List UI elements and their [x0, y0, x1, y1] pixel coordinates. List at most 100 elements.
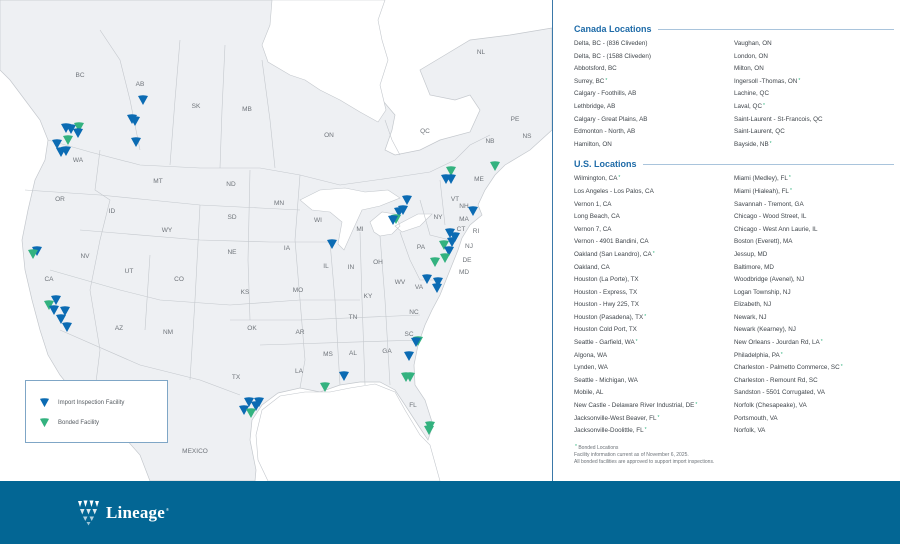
import-facility-marker-icon[interactable] — [444, 246, 454, 256]
section-divider — [657, 28, 894, 30]
import-facility-marker-icon[interactable] — [62, 322, 72, 332]
location-item: Chicago - Wood Street, IL — [734, 213, 807, 221]
import-facility-marker-icon[interactable] — [138, 95, 148, 105]
footer-bar: Lineage ® — [0, 481, 900, 544]
location-item: Edmonton - North, AB — [574, 128, 636, 136]
import-facility-marker-icon[interactable] — [251, 401, 261, 411]
bonded-facility-marker-icon[interactable] — [44, 300, 54, 310]
bonded-facility-marker-icon[interactable] — [246, 408, 256, 418]
bonded-facility-marker-icon[interactable] — [28, 249, 38, 259]
import-facility-marker-icon[interactable] — [339, 371, 349, 381]
import-facility-marker-icon[interactable] — [422, 274, 432, 284]
bonded-facility-marker-icon[interactable] — [424, 425, 434, 435]
bonded-facility-marker-icon[interactable] — [430, 257, 440, 267]
region-label: ID — [109, 208, 116, 215]
region-label: MN — [274, 200, 284, 207]
region-label: MD — [459, 269, 469, 276]
import-facility-marker-icon[interactable] — [66, 124, 76, 134]
canada-column-1: Delta, BC - (836 Cliveden) Delta, BC - (1… — [574, 38, 734, 151]
import-facility-marker-icon[interactable] — [404, 351, 414, 361]
bonded-facility-marker-icon[interactable] — [446, 166, 456, 176]
import-facility-marker-icon[interactable] — [131, 137, 141, 147]
legend-label-import: Import Inspection Facility — [58, 400, 125, 406]
region-label: AZ — [115, 325, 123, 332]
region-label: UT — [125, 268, 134, 275]
import-facility-marker-icon[interactable] — [411, 337, 421, 347]
bonded-facility-marker-icon[interactable] — [440, 253, 450, 263]
bonded-facility-marker-icon[interactable] — [74, 122, 84, 132]
region-label: OK — [247, 325, 257, 332]
facility-map: BC AB SK MB ON QC NL PE NS NB WA MT ND MN ME OR ID SD WI VT… — [0, 0, 552, 481]
section-divider — [642, 163, 894, 165]
import-facility-marker-icon[interactable] — [327, 239, 337, 249]
region-label: NL — [477, 49, 486, 56]
bonded-facility-marker-icon[interactable] — [439, 240, 449, 250]
locations-panel: Canada Locations Delta, BC - (836 Clived… — [574, 22, 894, 438]
bonded-asterisk: * — [605, 77, 608, 84]
bonded-facility-marker-icon[interactable] — [405, 372, 415, 382]
location-item: Calgary - Great Plains, AB — [574, 115, 648, 123]
us-column-2: Miami (Medley), FL* Miami (Hialeah), FL* S… — [734, 173, 894, 437]
import-facility-marker-icon[interactable] — [450, 232, 460, 242]
region-label: SC — [404, 331, 413, 338]
import-facility-marker-icon[interactable] — [52, 139, 62, 149]
location-item: Jacksonville-West Beaver, FL* — [574, 414, 660, 422]
location-item: Milton, ON — [734, 65, 764, 73]
location-item: Savannah - Tremont, GA — [734, 200, 804, 208]
region-label: PE — [511, 116, 520, 123]
location-item: Vernon 1, CA — [574, 200, 612, 208]
import-facility-marker-icon[interactable] — [388, 215, 398, 225]
import-facility-marker-icon[interactable] — [433, 277, 443, 287]
import-facility-marker-icon[interactable] — [402, 195, 412, 205]
region-label: NE — [227, 249, 237, 256]
import-facility-marker-icon[interactable] — [468, 206, 478, 216]
panel-divider — [552, 0, 553, 481]
location-item: Elizabeth, NJ — [734, 301, 772, 309]
registered-mark: ® — [166, 507, 169, 512]
import-facility-marker-icon[interactable] — [445, 228, 455, 238]
import-facility-marker-icon[interactable] — [244, 397, 254, 407]
region-label: OR — [55, 196, 65, 203]
import-facility-marker-icon[interactable] — [446, 174, 456, 184]
location-item: Saint-Laurent, QC — [734, 128, 785, 136]
import-facility-marker-icon[interactable] — [73, 128, 83, 138]
bonded-facility-marker-icon[interactable] — [320, 382, 330, 392]
region-label: MA — [459, 216, 469, 223]
import-facility-marker-icon[interactable] — [394, 207, 404, 217]
location-item: Bayside, NB* — [734, 140, 772, 148]
location-item: Lachine, QC — [734, 90, 770, 98]
bonded-asterisk: * — [644, 313, 647, 320]
import-facility-marker-icon[interactable] — [56, 314, 66, 324]
location-item: Sandston - 5501 Corrugated, VA — [734, 389, 825, 397]
import-facility-marker-icon[interactable] — [49, 305, 59, 315]
region-label: KY — [364, 293, 373, 300]
legend-label-bonded: Bonded Facility — [58, 420, 100, 426]
region-label: VA — [415, 284, 424, 291]
location-item: Woodbridge (Avenel), NJ — [734, 276, 805, 284]
location-item: Charleston - Palmetto Commerce, SC* — [734, 364, 843, 372]
import-facility-marker-icon[interactable] — [447, 237, 457, 247]
region-label: CA — [44, 276, 54, 283]
lineage-shield-icon — [78, 500, 99, 526]
import-facility-marker-icon[interactable] — [432, 283, 442, 293]
bonded-asterisk: * — [820, 339, 823, 346]
import-facility-marker-icon[interactable] — [60, 306, 70, 316]
location-item: Long Beach, CA — [574, 213, 620, 221]
location-item: Laval, QC* — [734, 102, 765, 110]
region-label: IA — [284, 245, 291, 252]
location-item: Vaughan, ON — [734, 40, 772, 47]
legend-item-bonded: Bonded Facility — [39, 413, 167, 433]
bonded-facility-marker-icon[interactable] — [63, 135, 73, 145]
canada-locations-section: Canada Locations Delta, BC - (836 Clived… — [574, 22, 894, 151]
import-facility-marker-icon[interactable] — [239, 405, 249, 415]
import-facility-marker-icon[interactable] — [61, 146, 71, 156]
us-title: U.S. Locations — [574, 159, 637, 170]
region-label: MI — [356, 226, 363, 233]
import-facility-marker-icon[interactable] — [51, 295, 61, 305]
region-label: NB — [485, 138, 494, 145]
location-item: Houston (La Porte), TX — [574, 276, 639, 284]
bonded-facility-marker-icon[interactable] — [490, 161, 500, 171]
region-label: PA — [417, 244, 426, 251]
import-facility-marker-icon[interactable] — [130, 116, 140, 126]
canada-title: Canada Locations — [574, 24, 652, 34]
